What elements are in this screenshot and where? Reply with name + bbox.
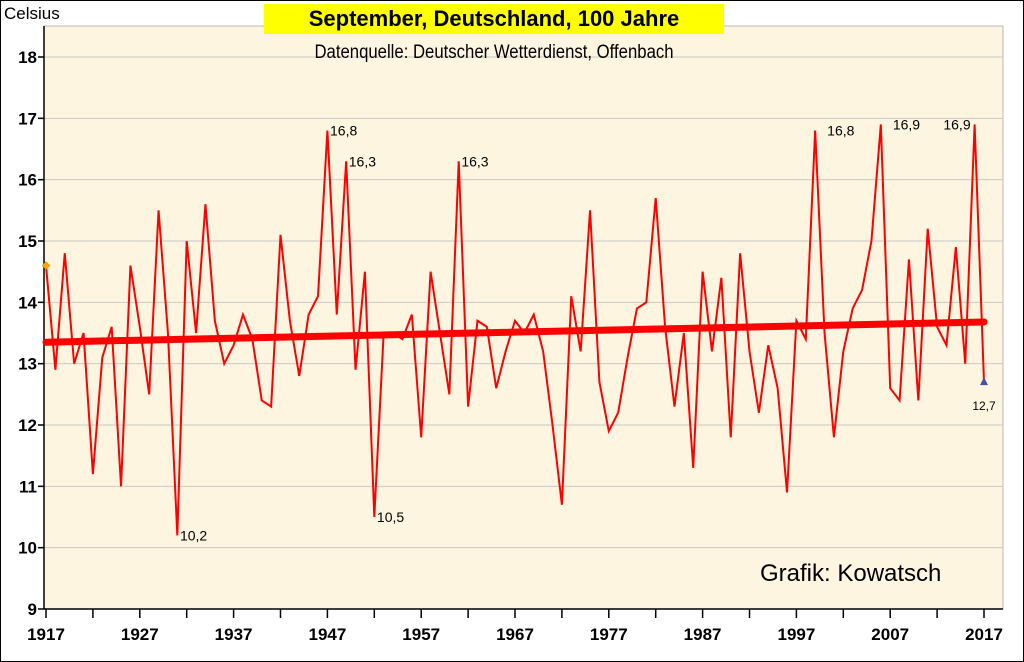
- x-tick-label: 1917: [27, 625, 65, 644]
- y-tick-label: 18: [18, 48, 37, 67]
- chart-subtitle: Datenquelle: Deutscher Wetterdienst, Off…: [314, 42, 674, 63]
- data-label: 16,9: [943, 116, 970, 132]
- y-tick-label: 9: [28, 600, 37, 619]
- x-tick-labels: 1917 1927 1937 1947 1957 1967 1977 1987 1997 2007…: [27, 625, 1003, 644]
- x-tick-label: 1947: [308, 625, 346, 644]
- plot-area: [43, 25, 1004, 610]
- data-label: 16,9: [893, 116, 920, 132]
- data-labels: 10,2 16,8 16,3 10,5 16,3 16,8 16,9 16,9 12,7: [180, 116, 996, 543]
- x-tick-label: 1957: [402, 625, 440, 644]
- data-label: 16,8: [827, 123, 854, 139]
- data-label: 16,3: [461, 153, 488, 169]
- y-tick-label: 15: [18, 232, 37, 251]
- x-tick-label: 1937: [215, 625, 253, 644]
- y-tick-label: 17: [18, 109, 37, 128]
- data-label: 10,2: [180, 527, 207, 543]
- series-line: [45, 124, 985, 536]
- data-label: 16,8: [330, 123, 357, 139]
- end-marker: [980, 377, 988, 386]
- y-tick-label: 12: [18, 416, 37, 435]
- y-tick-labels: 9 10 11 12 13 14 15 16 17 18: [18, 48, 37, 619]
- chart-credit: Grafik: Kowatsch: [760, 560, 942, 587]
- y-tick-label: 10: [18, 539, 37, 558]
- x-tick-label: 1927: [121, 625, 159, 644]
- data-label: 10,5: [377, 509, 404, 525]
- chart-title: September, Deutschland, 100 Jahre: [264, 4, 724, 34]
- axes: [38, 26, 1003, 618]
- y-axis-label: Celsius: [4, 4, 60, 23]
- x-tick-label: 2017: [965, 625, 1003, 644]
- start-marker: [41, 261, 51, 270]
- x-tick-label: 2007: [871, 625, 909, 644]
- trend-line: [42, 318, 988, 346]
- y-tick-label: 14: [18, 293, 37, 312]
- x-tick-label: 1997: [777, 625, 815, 644]
- y-tick-label: 13: [18, 355, 37, 374]
- end-markers: [41, 261, 988, 386]
- x-tick-label: 1977: [590, 625, 628, 644]
- x-tick-label: 1967: [496, 625, 534, 644]
- grid-lines: [44, 56, 1003, 549]
- data-label: 16,3: [349, 153, 376, 169]
- x-tick-label: 1987: [684, 625, 722, 644]
- data-label: 12,7: [972, 399, 996, 413]
- y-tick-label: 16: [18, 171, 37, 190]
- y-tick-label: 11: [19, 477, 37, 496]
